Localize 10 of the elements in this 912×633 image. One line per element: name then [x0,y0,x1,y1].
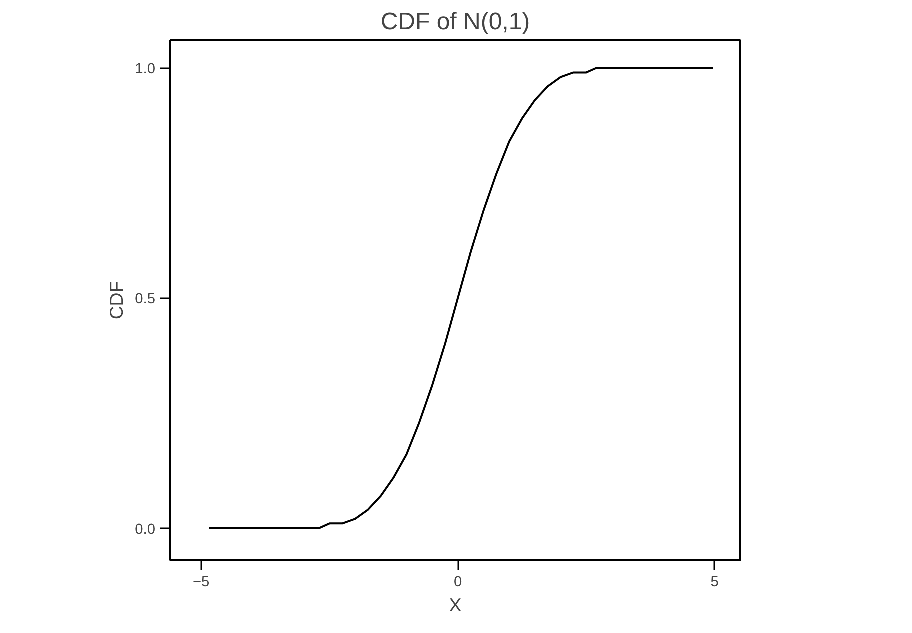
x-axis-title: X [449,594,462,616]
x-tick-label: 5 [710,574,719,590]
y-tick-label: 0.5 [135,292,156,308]
x-tick-label: −5 [192,574,210,590]
y-tick-label: 1.0 [135,62,156,78]
line-series [208,67,714,530]
x-tick-label: 0 [454,574,462,590]
y-axis-title: CDF [106,281,128,320]
y-tick-label: 0.0 [135,522,156,538]
chart-title: CDF of N(0,1) [380,8,530,36]
